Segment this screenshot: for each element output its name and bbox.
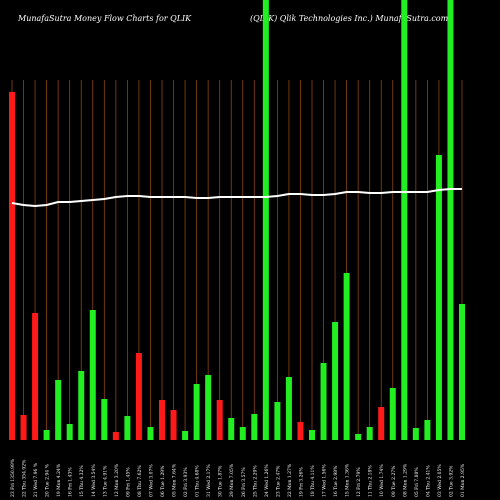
x-tick-label: 04 Thu 2.41%: [425, 465, 431, 497]
money-flow-line: [11, 188, 462, 208]
x-tick-label: 05 Mon 7.64%: [172, 463, 178, 497]
bar: [343, 273, 350, 440]
chart-title: MunafaSutra Money Flow Charts for QLIK: [17, 14, 192, 23]
x-tick-label: 18 Thu 4.11%: [310, 465, 316, 497]
x-tick-label: 08 Thu 7.62%: [137, 465, 143, 497]
x-tick-label: 23 Fri 1350.99%: [10, 458, 16, 497]
x-tick-label: 09 Fri 1.45%: [125, 467, 131, 497]
x-tick-label: 12 Mon 3.20%: [114, 463, 120, 497]
bar: [401, 0, 408, 440]
x-tick-label: 30 Tue 1.87%: [218, 465, 224, 497]
bar: [216, 400, 223, 440]
x-tick-label: 01 Mon 2.95%: [460, 463, 466, 497]
x-tick-label: 17 Wed 1.56%: [322, 464, 328, 497]
bar: [262, 0, 269, 440]
bar: [32, 313, 39, 440]
bar: [112, 432, 119, 440]
x-tick-label: 16 Tue 2.98%: [333, 465, 339, 497]
x-tick-label: 06 Tue 1.29%: [160, 465, 166, 497]
bar: [274, 402, 281, 440]
bar: [309, 430, 315, 440]
x-tick-label: 02 Tue 3.92%: [448, 465, 454, 497]
x-tick-label: 22 Mon 1.27%: [287, 463, 293, 497]
x-tick-label: 29 Mon 7.05%: [229, 463, 235, 497]
bar: [78, 371, 85, 440]
chart-subtitle: (QLIK) Qlik Technologies Inc.) MunafaSut…: [250, 14, 449, 23]
bar: [251, 414, 258, 440]
x-tick-label: 11 Thu 2.18%: [368, 465, 374, 497]
x-tick-label: 09 Tue 2.27%: [391, 465, 397, 497]
bar: [43, 430, 50, 440]
bar: [124, 416, 131, 440]
bar: [55, 380, 62, 440]
x-tick-label: 05 Fri 7.88%: [414, 467, 420, 497]
x-tick-label: 26 Fri 3.57%: [241, 467, 247, 497]
x-tick-label: 16 Fri 1.43%: [68, 467, 74, 497]
bar: [170, 410, 177, 440]
x-tick-label: 14 Wed 3.54%: [91, 464, 97, 497]
bar: [159, 400, 165, 440]
bar: [193, 384, 200, 440]
bar: [297, 422, 304, 440]
x-tick-label: 20 Tue 2.94 %: [45, 463, 51, 497]
bar: [147, 427, 154, 440]
bar: [66, 424, 73, 440]
x-tick-label: 31 Wed 2.17%: [206, 464, 212, 497]
bar: [412, 428, 419, 440]
x-tick-label: 15 Thu 4.32%: [79, 465, 85, 497]
x-tick-label: 10 Wed 1.74%: [379, 464, 385, 497]
x-tick-label: 07 Wed 3.07%: [148, 464, 154, 497]
bar: [9, 92, 15, 440]
x-tick-label: 22 Thu 354.92%: [22, 459, 28, 497]
bar: [459, 304, 465, 440]
x-tick-label: 12 Fri 2.79%: [356, 467, 362, 497]
bar: [89, 310, 96, 440]
x-tick-label: 08 Mon 1.29%: [402, 463, 408, 497]
bar: [320, 363, 327, 440]
x-tick-label: 13 Tue 4.91%: [102, 465, 108, 497]
bar: [182, 431, 189, 440]
bar: [355, 434, 362, 440]
x-tick-label: 03 Wed 2.05%: [437, 464, 443, 497]
bar: [378, 407, 385, 440]
bar: [205, 375, 212, 440]
x-tick-label: 24 Wed 1.26%: [264, 464, 270, 497]
bar: [285, 377, 292, 440]
bar: [135, 353, 142, 440]
x-tick-label: 19 Fri 3.26%: [298, 467, 304, 497]
x-tick-label: 15 Mon 1.36%: [345, 463, 351, 497]
x-tick-label: 19 Mon 4.24%: [56, 463, 62, 497]
bar: [435, 155, 442, 440]
x-tick-label: 23 Tue 2.47%: [275, 465, 281, 497]
bar: [228, 418, 235, 440]
bar: [366, 427, 373, 440]
x-tick-label: 01 Thu 4.68%: [195, 465, 201, 497]
x-tick-label: 25 Thu 2.29%: [252, 465, 258, 497]
bar: [389, 388, 396, 440]
bar: [332, 322, 339, 440]
x-tick-label: 02 Fri 3.93%: [183, 467, 189, 497]
bar: [20, 415, 27, 440]
x-tick-label: 21 Wed 7.96 %: [33, 462, 39, 497]
bar: [447, 0, 454, 440]
bar: [101, 399, 108, 440]
bar: [424, 420, 431, 440]
bar: [239, 427, 246, 440]
